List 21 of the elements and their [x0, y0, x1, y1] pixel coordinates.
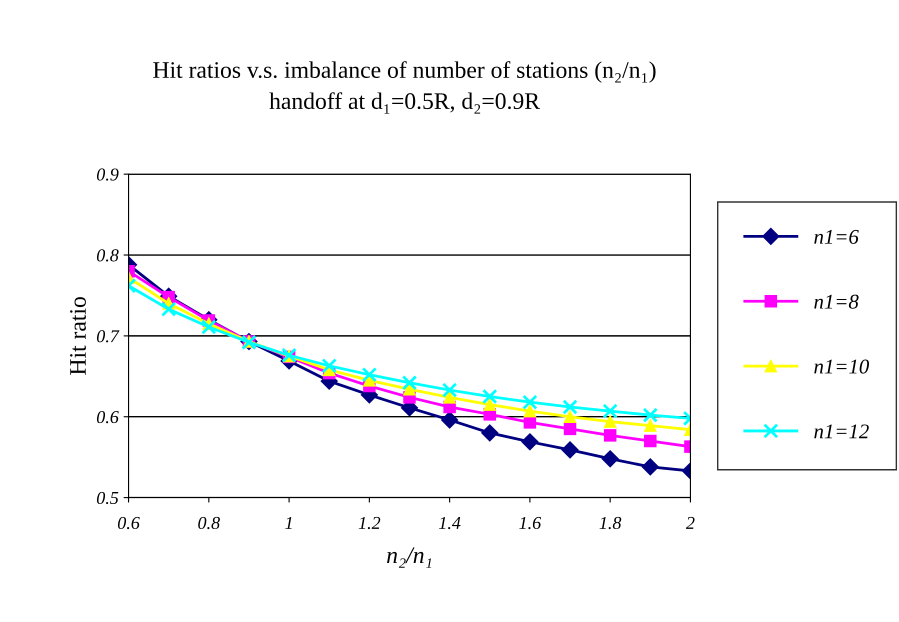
chart-subtitle: handoff at d₁=0.5R, d₂=0.9R	[269, 92, 540, 114]
x-tick-label: 1.8	[600, 516, 622, 530]
y-tick-label: 0.7	[96, 330, 120, 342]
chart-title: Hit ratios v.s. imbalance of number of stations (n₂/n₁)	[153, 61, 656, 83]
y-tick-label: 0.9	[96, 168, 119, 181]
y-axis-title: Hit ratio	[70, 297, 86, 375]
y-tick-label: 0.8	[96, 249, 119, 262]
x-tick-label: 2	[686, 516, 695, 529]
x-tick-label: 0.8	[198, 516, 220, 530]
legend-label: n1=10	[814, 360, 869, 374]
x-tick-label: 1	[285, 516, 292, 529]
x-axis-title: n₂/n₁	[387, 547, 432, 568]
y-tick-label: 0.5	[96, 492, 118, 504]
legend-label: n1=8	[814, 294, 859, 309]
x-tick-label: 1.2	[358, 516, 380, 530]
y-tick-label: 0.6	[96, 411, 119, 424]
x-tick-label: 0.6	[118, 516, 140, 530]
x-tick-label: 1.4	[438, 516, 461, 530]
x-tick-label: 1.6	[519, 516, 542, 530]
legend-label: n1=6	[814, 230, 859, 244]
legend-label: n1=12	[814, 424, 869, 438]
